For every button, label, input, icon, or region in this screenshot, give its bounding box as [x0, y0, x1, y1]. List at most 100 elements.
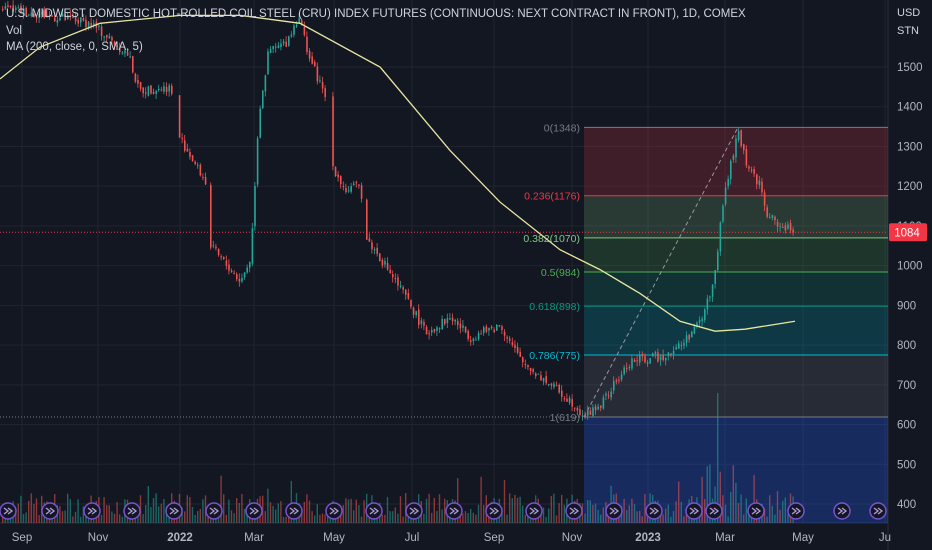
candle — [761, 181, 763, 193]
time-tick-label: 2023 — [635, 532, 661, 544]
event-arrow-icon — [709, 507, 720, 515]
volume-bar — [264, 511, 266, 523]
volume-bar — [753, 474, 755, 523]
candle — [22, 8, 25, 15]
candle — [4, 6, 7, 9]
candle — [150, 85, 152, 94]
volume-bar — [405, 493, 407, 523]
volume-bar — [394, 507, 396, 523]
candle — [392, 274, 394, 278]
event-arrow-icon — [249, 507, 260, 515]
candle — [288, 36, 290, 46]
candle — [756, 174, 758, 185]
volume-bar — [600, 514, 602, 523]
volume-bar — [766, 516, 768, 523]
volume-indicator-label[interactable]: Vol — [6, 25, 22, 37]
candle — [199, 164, 202, 176]
volume-bar — [119, 514, 121, 523]
candle — [652, 353, 654, 357]
volume-bar — [392, 511, 394, 523]
candle — [212, 245, 215, 247]
volume-bar — [542, 507, 545, 523]
volume-bar — [316, 504, 318, 523]
volume-bar — [155, 493, 157, 523]
volume-bar — [587, 499, 589, 523]
fib-band — [584, 271, 888, 307]
candle — [30, 12, 33, 16]
volume-bar — [727, 516, 729, 523]
volume-bar — [706, 466, 708, 523]
candle — [597, 406, 599, 410]
candle — [100, 26, 103, 37]
volume-bar — [506, 514, 508, 523]
volume-bar — [308, 500, 311, 523]
candle — [376, 248, 378, 254]
volume-bar — [501, 507, 503, 523]
candle — [340, 176, 342, 185]
ma-indicator-label[interactable]: MA (200, close, 0, SMA, 5) — [6, 41, 143, 53]
volume-bar — [220, 475, 222, 523]
volume-bar — [82, 506, 84, 523]
volume-bar — [236, 498, 238, 523]
currency-label[interactable]: USD — [897, 7, 921, 19]
candle — [498, 324, 501, 327]
volume-bar — [787, 514, 789, 523]
candle — [532, 369, 534, 372]
volume-bar — [238, 502, 240, 523]
candle — [113, 41, 116, 46]
volume-bar — [561, 494, 563, 523]
candle — [496, 324, 498, 331]
time-tick-label: Jul — [405, 532, 420, 544]
fib-band — [584, 355, 888, 417]
candle — [415, 311, 417, 316]
volume-bar — [717, 393, 719, 523]
time-tick-label: May — [792, 532, 814, 544]
volume-bar — [470, 508, 472, 523]
candle — [303, 26, 306, 35]
candle — [134, 73, 137, 82]
candle — [787, 224, 789, 229]
candle — [574, 407, 576, 409]
candle — [444, 319, 446, 325]
volume-bar — [197, 510, 199, 523]
current-price-tag[interactable] — [889, 223, 927, 242]
candle — [792, 229, 794, 233]
volume-bar — [678, 481, 680, 523]
candle — [529, 367, 532, 371]
volume-bar — [33, 503, 35, 523]
candle — [238, 278, 241, 282]
event-arrow-icon — [751, 507, 762, 515]
symbol-title[interactable]: U.S. MIDWEST DOMESTIC HOT-ROLLED COIL ST… — [6, 8, 746, 20]
candle — [636, 360, 638, 362]
candle — [675, 347, 677, 350]
volume-bar — [189, 497, 191, 523]
candle — [285, 41, 287, 47]
price-tick-label: 1400 — [897, 102, 923, 114]
volume-bar — [225, 514, 227, 523]
volume-bar — [386, 496, 389, 523]
time-tick-label: Mar — [715, 532, 735, 544]
candle — [646, 362, 649, 364]
ma200-line[interactable] — [0, 14, 796, 332]
candle — [763, 192, 766, 206]
candle — [119, 48, 121, 52]
volume-bar — [358, 505, 360, 523]
volume-bar — [168, 515, 170, 523]
candle — [459, 323, 462, 329]
volume-bar — [431, 512, 433, 523]
volume-bar — [436, 511, 438, 523]
candle — [243, 272, 246, 278]
fib-trend-line[interactable] — [583, 127, 739, 418]
fib-band — [584, 306, 888, 356]
candle — [384, 260, 386, 265]
fib-band — [584, 237, 888, 272]
volume-bar — [290, 480, 292, 523]
candle — [769, 217, 771, 219]
candle — [571, 399, 573, 407]
candle — [704, 309, 706, 321]
volume-bar — [285, 516, 287, 523]
candle — [537, 373, 540, 375]
unit-label[interactable]: STN — [897, 25, 919, 37]
